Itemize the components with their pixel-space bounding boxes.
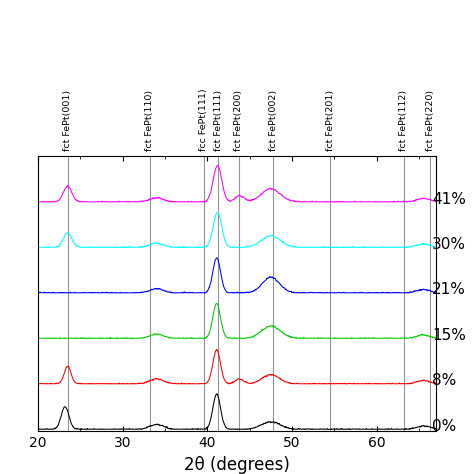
X-axis label: 2θ (degrees): 2θ (degrees) xyxy=(184,456,290,474)
Text: 0%: 0% xyxy=(432,419,456,434)
Text: fct FePt(220): fct FePt(220) xyxy=(426,90,435,151)
Text: fct FePt(111): fct FePt(111) xyxy=(214,90,223,151)
Text: fct FePt(001): fct FePt(001) xyxy=(63,90,72,151)
Text: fct FePt(002): fct FePt(002) xyxy=(269,90,278,151)
Text: 15%: 15% xyxy=(432,328,466,343)
Text: fct FePt(201): fct FePt(201) xyxy=(326,90,335,151)
Text: 21%: 21% xyxy=(432,283,466,298)
Text: 41%: 41% xyxy=(432,191,466,207)
Text: fct FePt(200): fct FePt(200) xyxy=(234,90,243,151)
Text: fcc FePt(111): fcc FePt(111) xyxy=(200,88,209,151)
Text: 8%: 8% xyxy=(432,374,456,388)
Text: 30%: 30% xyxy=(432,237,466,252)
Text: fct FePt(112): fct FePt(112) xyxy=(400,90,409,151)
Text: fct FePt(110): fct FePt(110) xyxy=(145,90,154,151)
